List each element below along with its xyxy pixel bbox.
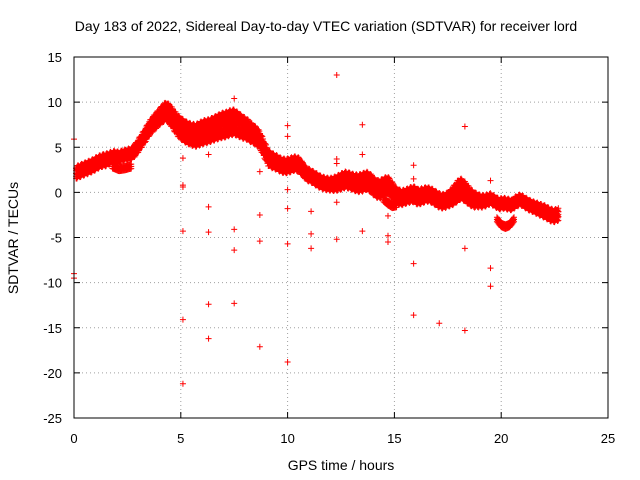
outlier-point — [284, 122, 291, 129]
trace-point — [251, 122, 258, 129]
y-tick-label: -10 — [43, 276, 62, 291]
y-tick-label: 0 — [55, 185, 62, 200]
y-tick-label: -15 — [43, 321, 62, 336]
outlier-point — [308, 230, 315, 237]
x-tick-label: 10 — [280, 431, 294, 446]
outlier-point — [359, 121, 366, 128]
axis-ticks: 0 5 10 15 20 25 -25 -20 -15 -10 -5 0 5 10 15 — [43, 50, 615, 446]
trace-point — [165, 100, 172, 107]
outlier-point — [384, 212, 391, 219]
trace-point — [237, 111, 244, 118]
trace-point — [295, 154, 302, 161]
outlier-point — [384, 239, 391, 246]
trace-point — [258, 132, 265, 139]
outlier-point — [410, 312, 417, 319]
chart-title: Day 183 of 2022, Sidereal Day-to-day VTE… — [75, 18, 577, 34]
trace-point — [298, 158, 305, 165]
trace-point — [263, 144, 270, 151]
x-tick-label: 15 — [387, 431, 401, 446]
trace-point — [260, 135, 267, 142]
outlier-point — [205, 335, 212, 342]
trace-point — [263, 141, 270, 148]
x-tick-label: 5 — [177, 431, 184, 446]
outlier-point — [205, 203, 212, 210]
outlier-point — [333, 160, 340, 167]
outlier-point — [410, 162, 417, 169]
outlier-point — [333, 199, 340, 206]
outlier-point — [231, 95, 238, 102]
outlier-point — [205, 229, 212, 236]
outlier-point — [179, 155, 186, 162]
data-points — [71, 72, 562, 387]
y-axis-title: SDTVAR / TECUs — [5, 182, 21, 294]
outlier-point — [231, 300, 238, 307]
outlier-point — [436, 320, 443, 327]
outlier-point — [284, 240, 291, 247]
y-tick-label: 5 — [55, 140, 62, 155]
x-tick-label: 0 — [70, 431, 77, 446]
outlier-point — [461, 327, 468, 334]
outlier-point — [205, 151, 212, 158]
outlier-point — [284, 133, 291, 140]
y-tick-label: 15 — [48, 50, 62, 65]
outlier-point — [284, 359, 291, 366]
outlier-point — [461, 245, 468, 252]
x-tick-label: 25 — [601, 431, 615, 446]
outlier-point — [461, 123, 468, 130]
trace-point — [255, 126, 262, 133]
outlier-point — [231, 247, 238, 254]
x-tick-label: 20 — [494, 431, 508, 446]
outlier-point — [410, 175, 417, 182]
y-tick-label: -20 — [43, 366, 62, 381]
y-tick-label: -25 — [43, 411, 62, 426]
outlier-point — [308, 208, 315, 215]
y-tick-label: -5 — [50, 231, 62, 246]
outlier-point — [256, 343, 263, 350]
outlier-point — [359, 228, 366, 235]
x-axis-title: GPS time / hours — [288, 457, 395, 473]
outlier-point — [231, 226, 238, 233]
outlier-point — [256, 238, 263, 245]
outlier-point — [487, 283, 494, 290]
outlier-point — [284, 186, 291, 193]
outlier-point — [487, 177, 494, 184]
outlier-point — [256, 168, 263, 175]
trace-point — [262, 140, 269, 147]
outlier-point — [487, 265, 494, 272]
outlier-point — [308, 245, 315, 252]
y-tick-label: 10 — [48, 95, 62, 110]
grid — [74, 57, 608, 418]
outlier-point — [256, 211, 263, 218]
outlier-point — [410, 260, 417, 267]
trace-point — [233, 108, 240, 115]
outlier-point — [359, 151, 366, 158]
outlier-point — [284, 205, 291, 212]
outlier-point — [205, 301, 212, 308]
outlier-point — [333, 72, 340, 79]
